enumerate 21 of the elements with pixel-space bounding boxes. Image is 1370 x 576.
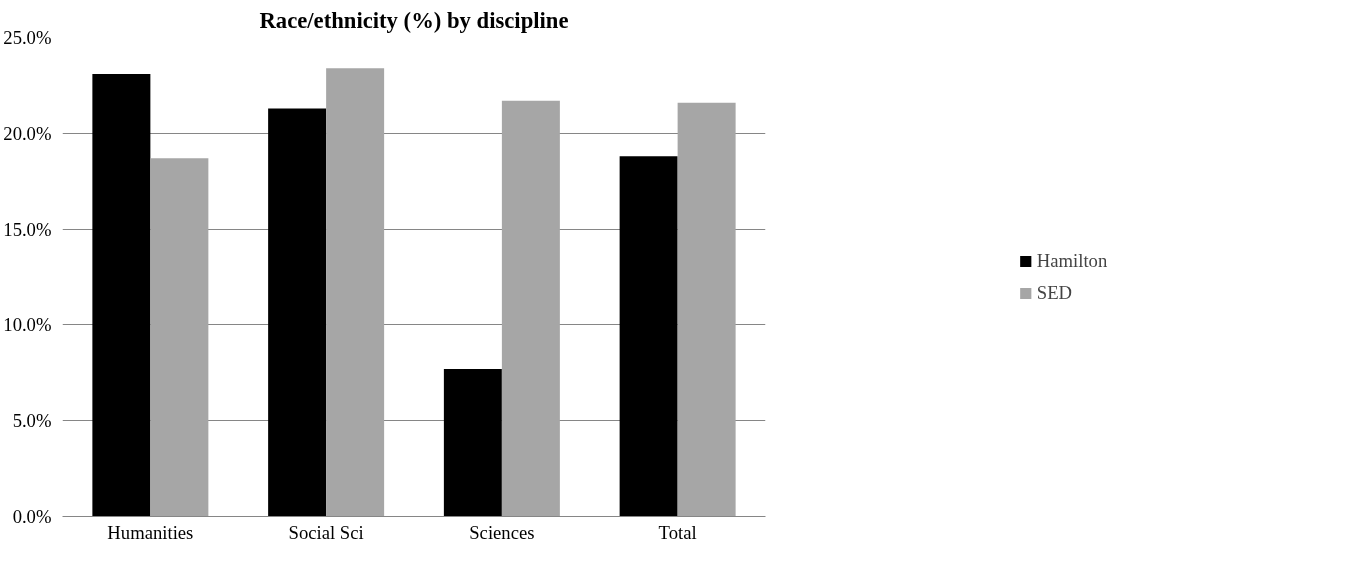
bar [150,158,209,517]
x-tick-label: Humanities [107,521,194,543]
bar [501,100,560,517]
y-tick-label: 10.0% [3,314,52,336]
bar [268,108,327,517]
x-tick-label: Total [658,521,697,543]
y-tick-label: 5.0% [12,410,52,432]
bar [92,73,151,517]
bar [677,102,736,517]
y-tick-label: 0.0% [12,506,52,527]
y-tick-label: 25.0% [3,27,52,48]
y-tick-label: 15.0% [3,218,52,240]
legend-label: Hamilton [1036,249,1108,272]
x-tick-label: Sciences [469,521,535,543]
x-tick-label: Social Sci [288,521,364,543]
chart-title: Race/ethnicity (%) by discipline [259,7,569,33]
bar [326,68,385,517]
legend-label: SED [1036,281,1073,304]
bar [443,368,502,517]
bar [619,156,678,517]
y-tick-label: 20.0% [3,122,52,144]
